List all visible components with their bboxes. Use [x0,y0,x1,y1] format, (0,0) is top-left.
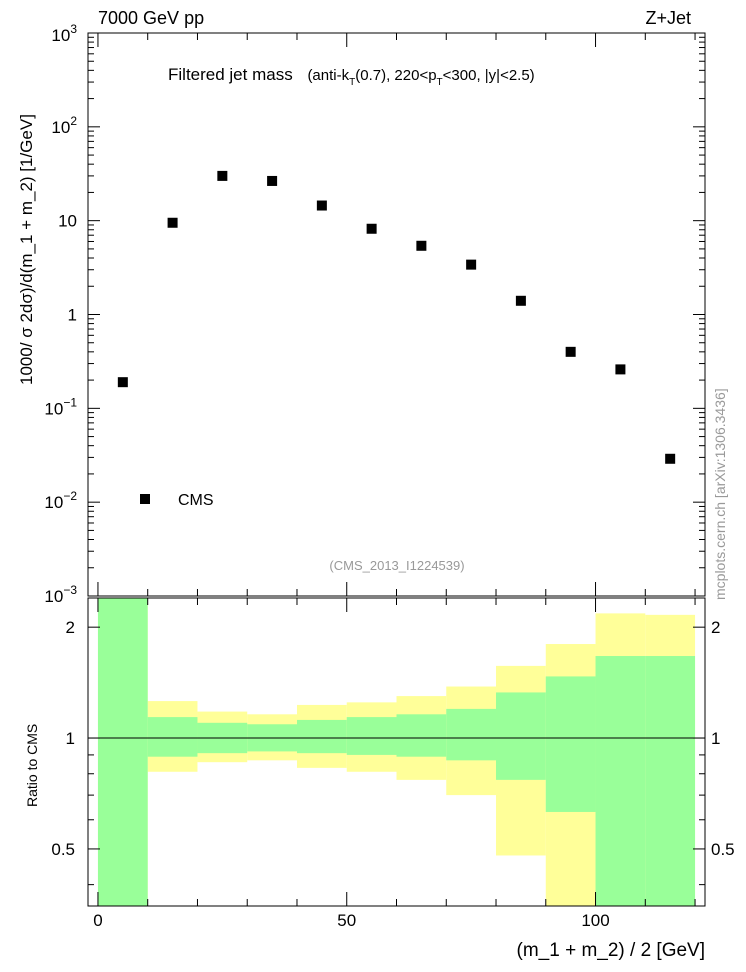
ratio-tick-label-right: 1 [711,729,720,748]
energy-label: 7000 GeV pp [98,8,204,28]
cms-data-point [416,240,427,251]
upper-y-axis-label: 1000/ σ 2dσ)/d(m_1 + m_2) [1/GeV] [17,114,36,385]
cms-data-point [515,295,526,306]
upper-tick-label: 10−3 [44,583,77,606]
upper-tick-base: 1 [68,306,77,325]
cms-data-point [565,346,576,357]
ratio-tick-label: 2 [66,618,75,637]
plot-title: Filtered jet mass (anti-kT(0.7), 220<pT<… [168,65,535,88]
cms-data-point [615,364,626,375]
x-tick-label: 100 [581,911,609,930]
cms-data-point [167,217,178,228]
ratio-inner-band-bin [595,656,646,906]
ratio-inner-band-bin [147,717,198,757]
upper-tick-label: 103 [51,22,77,45]
upper-tick-base: 10 [51,118,70,137]
ratio-inner-band-bin [296,719,347,754]
upper-tick-label: 10 [58,212,77,231]
upper-tick-base: 10 [44,493,63,512]
upper-tick-exponent: −2 [63,489,77,503]
cms-data-point [117,377,128,388]
ratio-inner-band-bin [97,598,148,906]
plot-title-detail-a: (anti-k [307,67,349,84]
cms-data-point [366,223,377,234]
ratio-tick-label-right: 2 [711,618,720,637]
plot-title-main: Filtered jet mass [168,65,293,84]
upper-tick-base: 10 [44,399,63,418]
plot-title-detail-b: (0.7), 220<p [355,67,436,84]
upper-tick-label: 102 [51,114,77,137]
plot-title-sub-a: T [349,77,355,88]
upper-tick-exponent: 2 [70,114,77,128]
process-label: Z+Jet [645,8,691,28]
ratio-y-axis-label: Ratio to CMS [24,724,40,807]
ratio-inner-band-bin [446,708,497,761]
ratio-tick-label-right: 0.5 [711,840,735,859]
ratio-axis-ticks: 0.5 0.5 1 1 2 2 [51,618,735,886]
source-side-label: mcplots.cern.ch [arXiv:1306.3436] [712,388,728,600]
upper-tick-exponent: 3 [70,22,77,36]
ratio-tick-label: 1 [66,729,75,748]
upper-tick-exponent: −1 [63,395,77,409]
cms-data-point [316,200,327,211]
x-tick-label: 0 [93,911,102,930]
cms-data-point [267,175,278,186]
legend-label: CMS [178,492,214,509]
upper-tick-base: 10 [58,212,77,231]
x-tick-label: 50 [337,911,356,930]
ratio-inner-band-bin [545,676,596,812]
plot-title-detail-c: <300, |y|<2.5) [443,67,535,84]
cms-data-point [665,453,676,464]
upper-tick-base: 10 [51,26,70,45]
upper-tick-label: 1 [68,306,77,325]
cms-data-point [217,170,228,181]
upper-tick-label: 10−2 [44,489,77,512]
legend-marker [140,494,150,504]
plot-title-sub-b: T [437,77,443,88]
ratio-inner-band-bin [645,656,696,906]
ratio-inner-band-bin [396,714,447,757]
x-axis-label: (m_1 + m_2) / 2 [GeV] [517,940,706,961]
upper-tick-base: 10 [44,587,63,606]
ratio-tick-label: 0.5 [51,840,75,859]
ratio-bands [97,598,696,906]
data-points [117,170,676,464]
x-axis-ticks: 0 50 100 [93,33,696,930]
cms-data-point [466,259,477,270]
upper-tick-label: 10−1 [44,395,77,418]
ratio-inner-band-bin [346,717,397,755]
analysis-tag: (CMS_2013_I1224539) [329,558,464,573]
upper-tick-exponent: −3 [63,583,77,597]
ratio-inner-band-bin [496,692,546,780]
upper-plot-frame [87,32,706,597]
